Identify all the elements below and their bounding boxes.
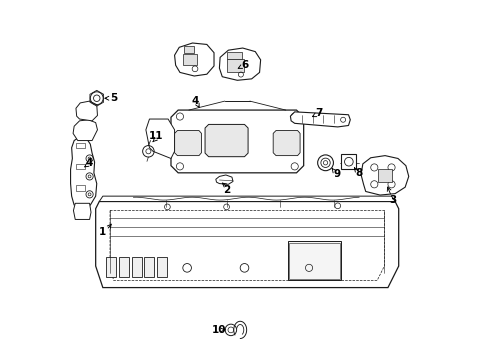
Bar — [227, 52, 242, 59]
Bar — [341, 154, 356, 169]
Bar — [131, 257, 142, 277]
Polygon shape — [174, 43, 214, 76]
Polygon shape — [204, 125, 247, 157]
Polygon shape — [273, 131, 300, 156]
Polygon shape — [174, 131, 201, 156]
Text: 5: 5 — [110, 93, 117, 103]
Bar — [76, 143, 85, 148]
Text: 9: 9 — [333, 168, 340, 179]
Polygon shape — [99, 196, 394, 202]
Text: 1: 1 — [99, 227, 106, 237]
Text: 4: 4 — [86, 158, 93, 168]
Polygon shape — [215, 175, 233, 184]
Text: 2: 2 — [223, 185, 230, 195]
Text: 6: 6 — [241, 59, 248, 69]
Bar — [289, 243, 339, 279]
Bar — [226, 59, 244, 72]
Bar — [156, 257, 166, 277]
Bar — [377, 169, 391, 182]
Polygon shape — [73, 120, 97, 140]
Bar — [106, 257, 116, 277]
Bar — [76, 164, 85, 169]
Bar — [144, 257, 154, 277]
Bar — [287, 241, 341, 280]
Polygon shape — [360, 156, 408, 195]
Text: 7: 7 — [315, 108, 322, 118]
Polygon shape — [73, 203, 91, 220]
Polygon shape — [70, 137, 97, 205]
Bar — [183, 46, 194, 53]
Bar — [76, 185, 85, 191]
Polygon shape — [96, 202, 398, 288]
Text: 4: 4 — [191, 96, 198, 106]
Polygon shape — [145, 119, 174, 158]
Bar — [183, 54, 197, 65]
Polygon shape — [290, 112, 349, 127]
Polygon shape — [171, 110, 303, 173]
Text: 3: 3 — [389, 195, 396, 205]
Text: 8: 8 — [355, 168, 362, 178]
Text: 11: 11 — [149, 131, 163, 141]
Bar — [119, 257, 129, 277]
Text: 10: 10 — [211, 325, 225, 335]
Polygon shape — [219, 48, 260, 80]
Polygon shape — [76, 101, 97, 121]
